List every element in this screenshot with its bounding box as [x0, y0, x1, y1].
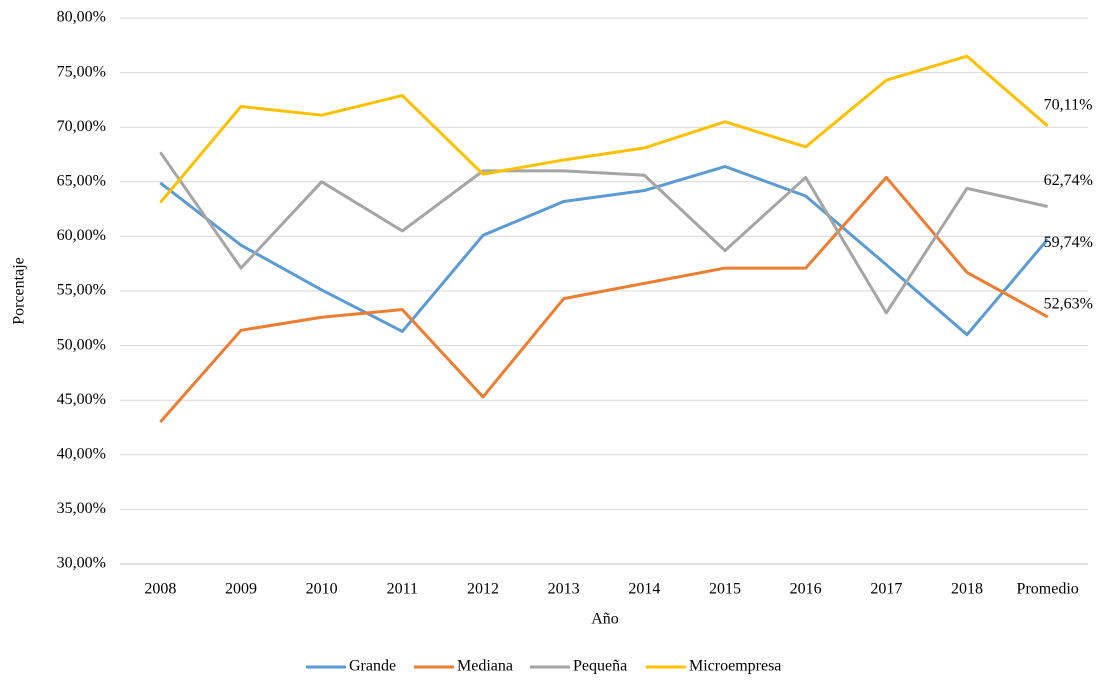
series-line	[159, 175, 1049, 424]
x-tick-label: 2016	[790, 581, 822, 598]
y-tick-label: 70,00%	[57, 118, 106, 135]
legend-label: Microempresa	[689, 658, 781, 675]
y-tick-label: 50,00%	[57, 336, 106, 353]
series-line	[159, 165, 1049, 337]
legend-label: Grande	[349, 658, 396, 675]
x-tick-label: Promedio	[1017, 581, 1079, 598]
y-tick-label: 45,00%	[57, 391, 106, 408]
series-line	[159, 54, 1049, 204]
data-label: 59,74%	[1044, 234, 1093, 251]
x-tick-label: 2012	[467, 581, 499, 598]
y-tick-label: 65,00%	[57, 172, 106, 189]
x-tick-label: 2009	[225, 581, 257, 598]
x-tick-label: 2014	[628, 581, 660, 598]
data-label: 70,11%	[1044, 97, 1093, 114]
y-tick-label: 55,00%	[57, 282, 106, 299]
series-line	[159, 151, 1048, 315]
x-tick-label: 2010	[306, 581, 338, 598]
data-label: 52,63%	[1044, 296, 1093, 313]
x-axis-label: Año	[591, 611, 619, 628]
y-tick-label: 35,00%	[57, 500, 106, 517]
y-tick-label: 60,00%	[57, 227, 106, 244]
y-tick-label: 40,00%	[57, 445, 106, 462]
x-tick-label: 2011	[387, 581, 418, 598]
x-tick-label: 2013	[548, 581, 580, 598]
legend-label: Mediana	[457, 658, 513, 675]
y-tick-label: 80,00%	[57, 9, 106, 26]
y-axis-label: Porcentaje	[11, 257, 28, 325]
y-tick-label: 75,00%	[57, 63, 106, 80]
x-tick-label: 2015	[709, 581, 741, 598]
x-tick-label: 2017	[870, 581, 902, 598]
x-tick-label: 2018	[951, 581, 983, 598]
legend-label: Pequeña	[573, 658, 627, 675]
data-label: 62,74%	[1044, 172, 1093, 189]
x-tick-label: 2008	[144, 581, 176, 598]
y-tick-label: 30,00%	[57, 555, 106, 572]
